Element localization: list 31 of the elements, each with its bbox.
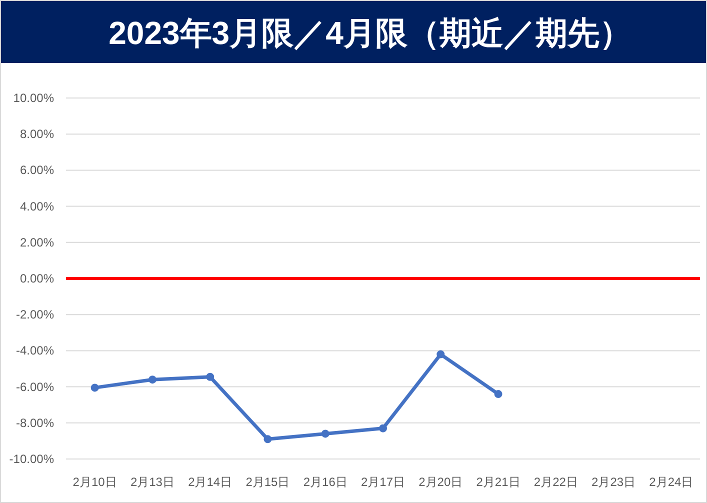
y-tick-label: -6.00% <box>16 380 54 394</box>
y-tick-label: 6.00% <box>20 163 54 178</box>
point <box>90 384 99 392</box>
point <box>321 430 330 438</box>
point <box>436 350 445 358</box>
y-tick-label: -4.00% <box>16 344 54 358</box>
y-tick-label: 2.00% <box>20 235 54 250</box>
x-tick-label: 2月17日 <box>360 475 406 489</box>
y-tick-label: 8.00% <box>20 127 54 142</box>
point <box>148 376 156 384</box>
x-tick-label: 2月14日 <box>188 475 232 489</box>
x-tick-label: 2月16日 <box>303 475 348 489</box>
y-tick-label: 10.00% <box>13 91 54 105</box>
x-tick-label: 2月20日 <box>418 475 463 489</box>
point <box>494 390 502 398</box>
y-tick-label: -2.00% <box>16 308 54 322</box>
point <box>379 424 387 432</box>
x-tick-label: 2月10日 <box>72 475 117 489</box>
y-tick-label: 4.00% <box>20 199 54 214</box>
x-tick-label: 2月21日 <box>476 475 520 489</box>
x-tick-label: 2月13日 <box>130 475 174 489</box>
x-tick-label: 2月23日 <box>592 475 636 489</box>
y-tick-label: -10.00% <box>9 452 54 466</box>
point <box>264 435 272 444</box>
x-tick-label: 2月15日 <box>246 475 290 489</box>
x-tick-label: 2月24日 <box>649 475 694 489</box>
point <box>206 372 214 381</box>
y-tick-label: -8.00% <box>16 416 54 430</box>
x-tick-label: 2月22日 <box>534 475 578 489</box>
chart-title: 2023年3月限／4月限（期近／期先） <box>108 15 632 51</box>
y-tick-label: 0.00% <box>20 272 54 286</box>
